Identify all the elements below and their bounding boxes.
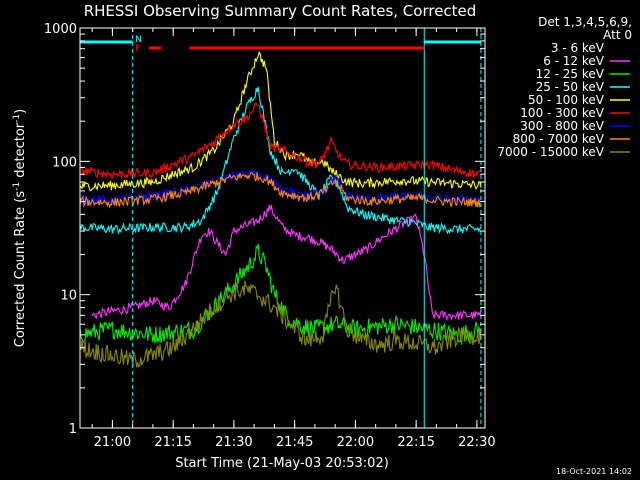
series-line-7000-15000-kev <box>79 280 482 368</box>
series-layer <box>79 50 482 449</box>
series-line-800-7000-kev <box>79 171 482 209</box>
x-tick-label: 21:45 <box>276 435 313 450</box>
y-tick-label: 1 <box>69 422 77 437</box>
y-axis-label-sup2: -1 <box>12 114 22 123</box>
y-axis-label: Corrected Count Rate (s-1 detector-1) <box>12 109 28 347</box>
night-flag-label: N <box>135 35 142 45</box>
x-axis: 21:00 21:15 21:30 21:45 22:00 22:15 22:30 <box>91 28 496 450</box>
series-line-3-6-kev <box>152 204 437 449</box>
series-line-50-100-kev <box>79 50 482 192</box>
y-axis: 1 10 100 1000 <box>44 22 485 437</box>
legend-header-attenuator: Att 0 <box>603 28 632 42</box>
legend-label-7000-15000-kev: 7000 - 15000 keV <box>497 145 604 159</box>
flare-flag-label: F <box>135 44 140 54</box>
legend-label-3-6-kev: 3 - 6 keV <box>551 41 605 55</box>
y-axis-label-main: Corrected Count Rate (s <box>13 191 28 348</box>
y-axis-label-end: ) <box>13 109 28 114</box>
legend-label-300-800-kev: 300 - 800 keV <box>520 119 604 133</box>
x-tick-label: 22:15 <box>397 435 434 450</box>
y-axis-label-sup1: -1 <box>12 182 22 191</box>
x-tick-label: 21:30 <box>215 435 252 450</box>
chart-title: RHESSI Observing Summary Count Rates, Co… <box>84 2 477 20</box>
render-timestamp: 18-Oct-2021 14:02 <box>556 467 632 476</box>
x-axis-label: Start Time (21-May-03 20:53:02) <box>175 456 389 471</box>
series-line-100-300-kev <box>79 102 482 179</box>
plot-frame <box>79 27 486 429</box>
x-tick-label: 22:30 <box>458 435 495 450</box>
x-tick-label: 22:00 <box>337 435 374 450</box>
legend-label-800-7000-kev: 800 - 7000 keV <box>513 132 605 146</box>
x-tick-label: 21:15 <box>154 435 191 450</box>
legend-label-12-25-kev: 12 - 25 keV <box>536 67 605 81</box>
y-tick-label: 100 <box>52 155 77 170</box>
series-line-300-800-kev <box>79 169 482 206</box>
y-axis-label-mid: detector <box>13 122 28 182</box>
series-line-25-50-kev <box>79 86 482 235</box>
legend-label-25-50-kev: 25 - 50 keV <box>536 80 605 94</box>
overlay-layer: NF <box>80 28 482 428</box>
legend-label-100-300-kev: 100 - 300 keV <box>520 106 604 120</box>
x-tick-label: 21:00 <box>94 435 131 450</box>
legend-header-detectors: Det 1,3,4,5,6,9, <box>538 15 632 29</box>
legend-label-6-12-kev: 6 - 12 keV <box>543 54 605 68</box>
y-tick-label: 10 <box>60 289 77 304</box>
series-line-6-12-kev <box>91 204 482 322</box>
legend-label-50-100-kev: 50 - 100 keV <box>528 93 605 107</box>
y-tick-label: 1000 <box>44 22 77 37</box>
